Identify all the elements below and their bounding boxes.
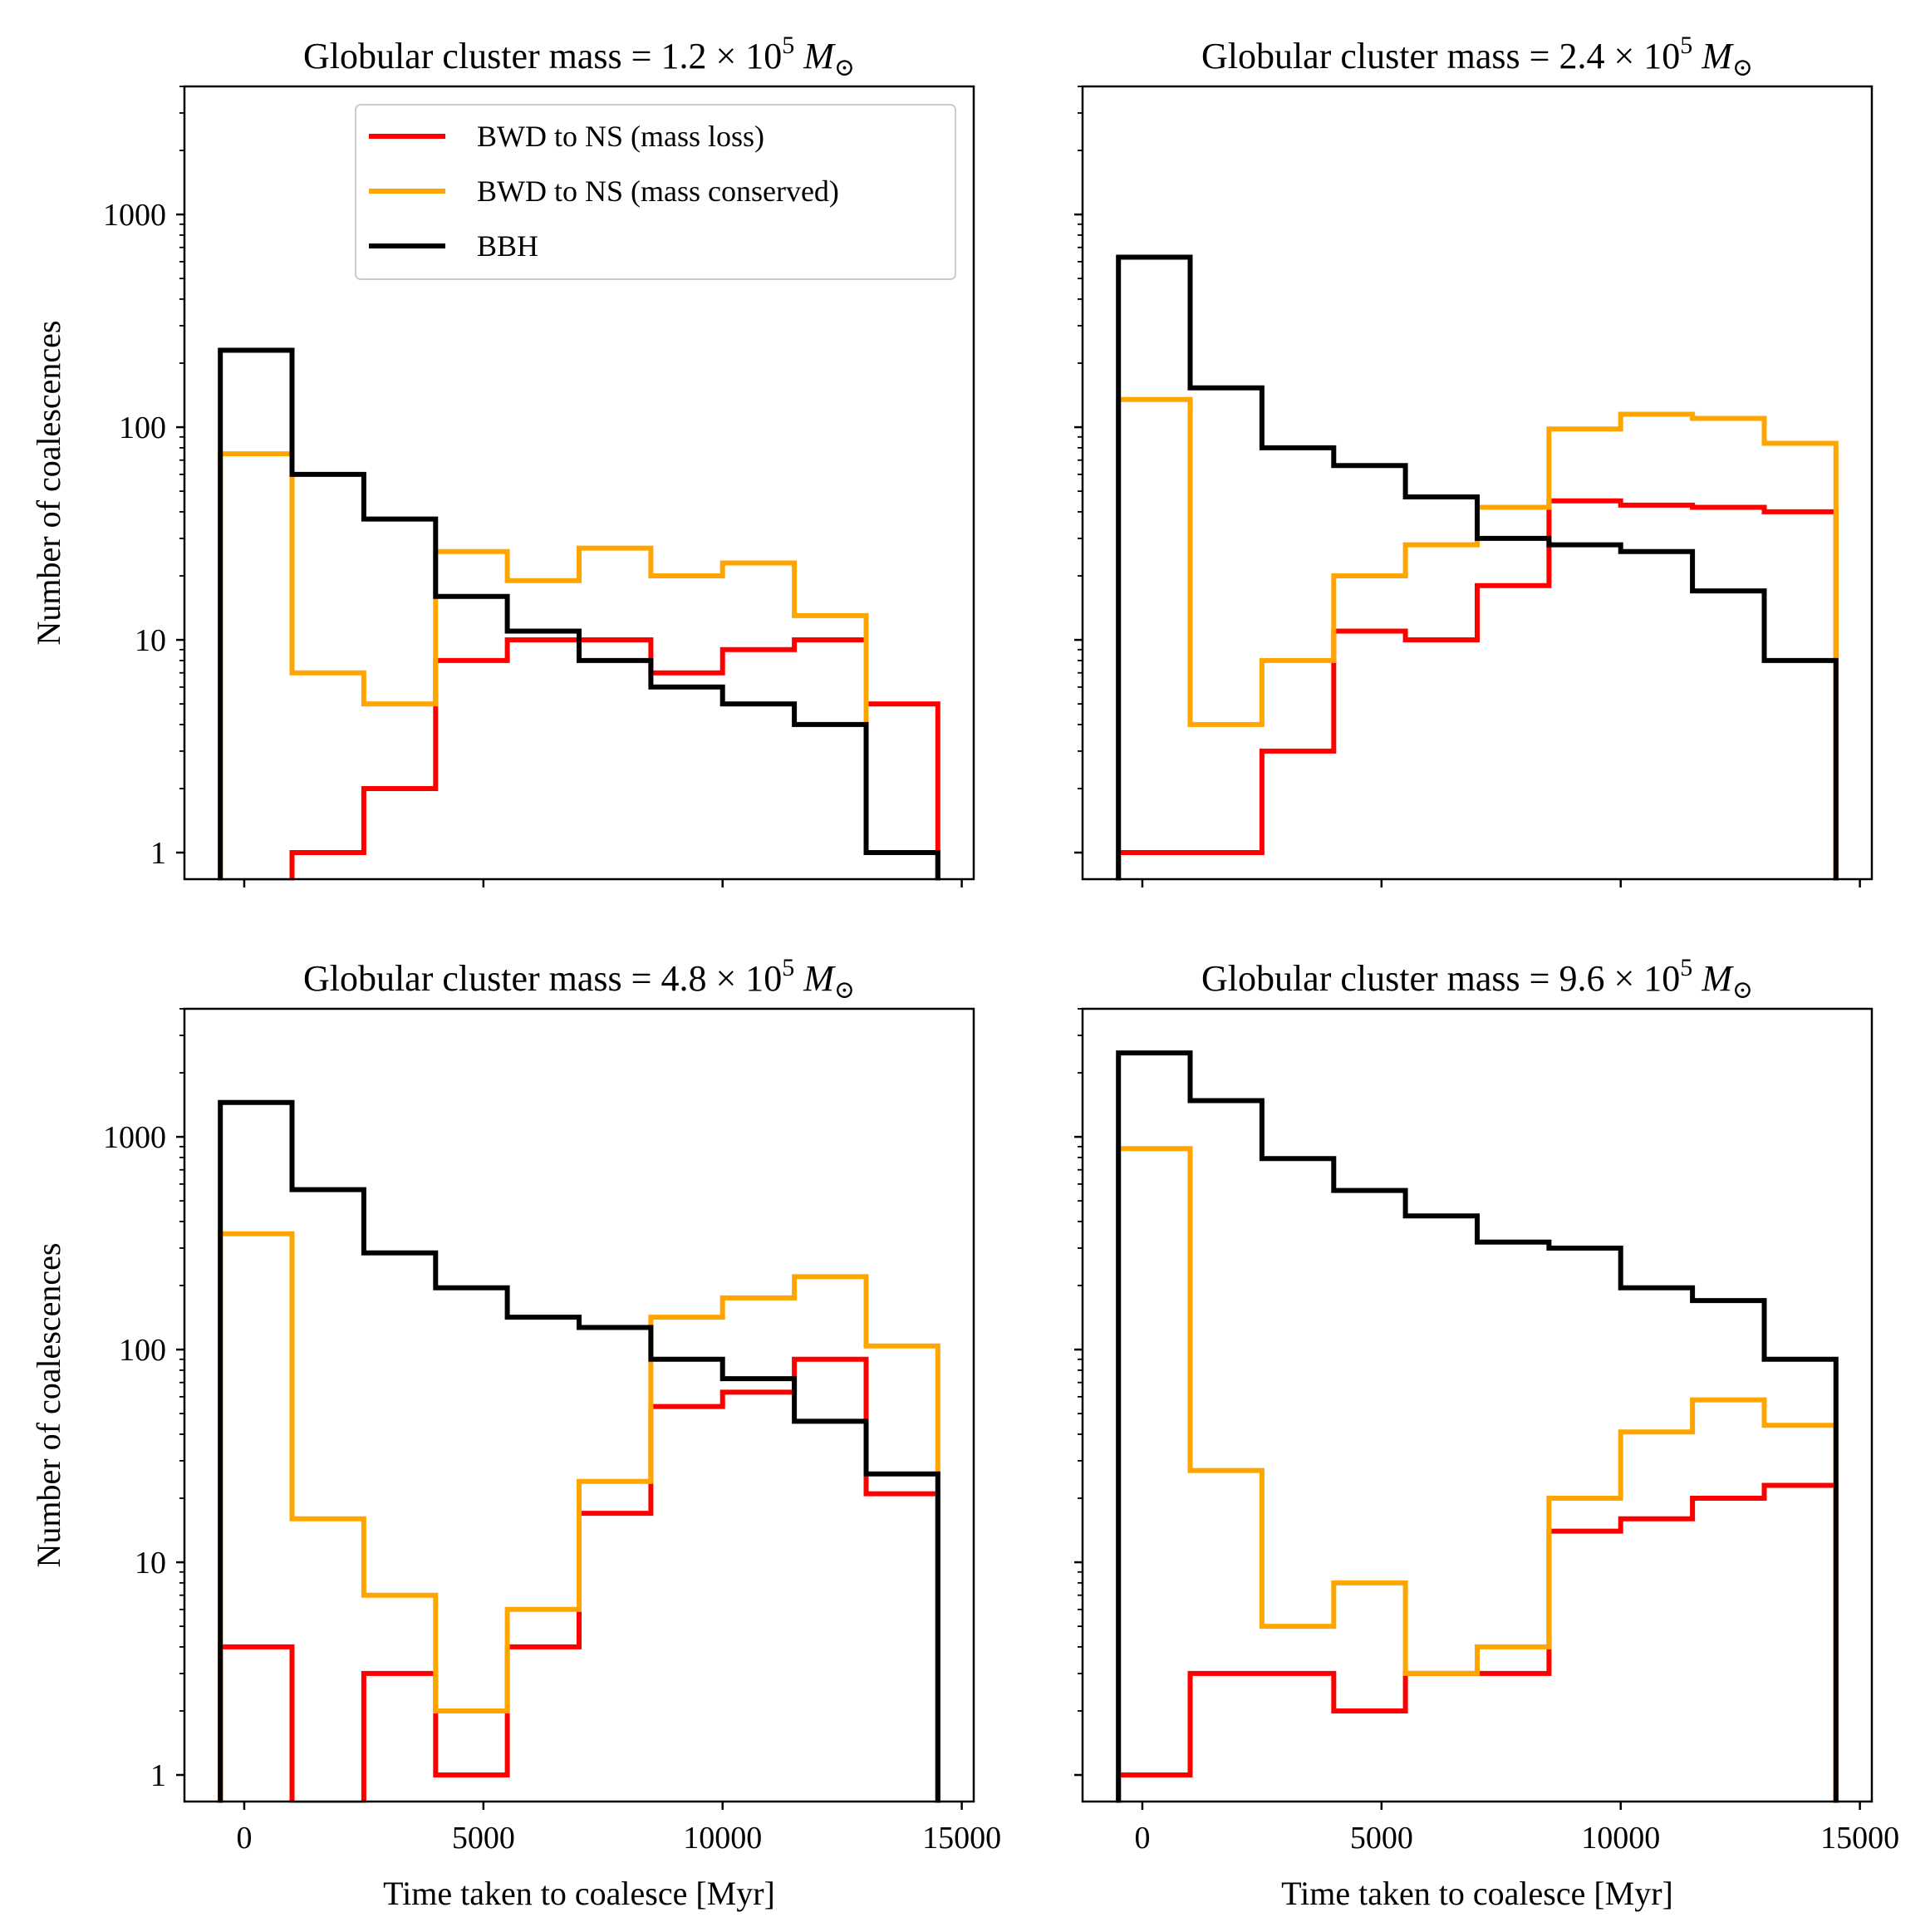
series-bwd-to-ns-mass-loss bbox=[1116, 1482, 1839, 1805]
y-tick-label: 100 bbox=[119, 410, 166, 445]
axis-mask bbox=[168, 880, 990, 891]
panel-title: Globular cluster mass = 2.4 × 105 M⊙ bbox=[1201, 32, 1753, 81]
series-bwd-to-ns-mass-loss bbox=[220, 637, 940, 885]
series-bbh bbox=[218, 347, 940, 882]
y-axis-label: Number of coalescences bbox=[30, 321, 67, 646]
plot-frame bbox=[1081, 1007, 1874, 1803]
panel-title-unit: M bbox=[794, 36, 836, 76]
series-step-line bbox=[1116, 498, 1839, 882]
y-tick-label: 10 bbox=[135, 1546, 166, 1581]
y-tick-label: 1000 bbox=[103, 198, 166, 233]
plot-frame bbox=[183, 85, 975, 881]
series-step-line bbox=[220, 637, 940, 885]
plot-frame bbox=[1081, 85, 1874, 881]
y-tick-label: 1 bbox=[150, 1758, 166, 1793]
legend-box bbox=[355, 104, 956, 280]
panel-1: Globular cluster mass = 1.2 × 105 M⊙ 1 10 1… bbox=[30, 32, 990, 891]
panel-title-unit-subscript: ⊙ bbox=[834, 54, 855, 81]
series-step-line bbox=[218, 451, 940, 882]
panel-title-unit-subscript: ⊙ bbox=[834, 976, 855, 1004]
panel-title: Globular cluster mass = 1.2 × 105 M⊙ bbox=[303, 32, 855, 81]
x-axis-label: Time taken to coalesce [Myr] bbox=[1281, 1875, 1673, 1912]
panel-title-unit: M bbox=[1692, 958, 1734, 999]
series-step-line bbox=[1116, 1050, 1839, 1805]
panel-title-exponent: 5 bbox=[782, 954, 794, 981]
legend-label: BWD to NS (mass conserved) bbox=[477, 175, 839, 208]
x-tick-label: 5000 bbox=[452, 1821, 515, 1856]
y-axis-label: Number of coalescences bbox=[30, 1243, 67, 1568]
y-tick-label: 1 bbox=[150, 836, 166, 871]
panel-title: Globular cluster mass = 9.6 × 105 M⊙ bbox=[1201, 954, 1753, 1004]
panel-2: Globular cluster mass = 2.4 × 105 M⊙ bbox=[1066, 32, 1888, 891]
panel-title-exponent: 5 bbox=[1680, 954, 1692, 981]
y-tick-label: 100 bbox=[119, 1333, 166, 1368]
series-bbh bbox=[218, 1099, 940, 1805]
legend-label: BWD to NS (mass loss) bbox=[477, 120, 764, 153]
panel-title-exponent: 5 bbox=[782, 32, 794, 59]
panel-title-unit: M bbox=[1692, 36, 1734, 76]
y-tick-label: 1000 bbox=[103, 1120, 166, 1155]
x-tick-label: 5000 bbox=[1350, 1821, 1413, 1856]
series-step-line bbox=[218, 1099, 940, 1805]
x-tick-label: 10000 bbox=[683, 1821, 762, 1856]
panel-title-unit-subscript: ⊙ bbox=[1732, 54, 1753, 81]
plot-frame bbox=[183, 1007, 975, 1803]
series-bwd-to-ns-mass-loss bbox=[1116, 498, 1839, 882]
panel-title-text: Globular cluster mass = 2.4 × 10 bbox=[1201, 36, 1680, 76]
panel-title-text: Globular cluster mass = 4.8 × 10 bbox=[303, 958, 782, 999]
axis-mask bbox=[1066, 880, 1888, 891]
panel-title-unit: M bbox=[794, 958, 836, 999]
axis-mask bbox=[1066, 1802, 1888, 1813]
series-step-line bbox=[218, 347, 940, 882]
panel-title-unit-subscript: ⊙ bbox=[1732, 976, 1753, 1004]
x-axis-label: Time taken to coalesce [Myr] bbox=[383, 1875, 775, 1912]
series-step-line bbox=[1116, 1146, 1839, 1805]
series-bbh bbox=[1116, 1050, 1839, 1805]
series-bwd-to-ns-mass-conserved bbox=[218, 1231, 940, 1805]
series-step-line bbox=[218, 1231, 940, 1805]
series-bbh bbox=[1116, 254, 1839, 882]
legend: BWD to NS (mass loss) BWD to NS (mass con… bbox=[355, 104, 956, 280]
panel-4: Globular cluster mass = 9.6 × 105 M⊙ 0 500… bbox=[1066, 954, 1899, 1912]
axis-mask bbox=[168, 1802, 990, 1813]
x-tick-label: 0 bbox=[236, 1821, 252, 1856]
panel-3: Globular cluster mass = 4.8 × 105 M⊙ 0 500… bbox=[30, 954, 1001, 1912]
panel-title-text: Globular cluster mass = 9.6 × 10 bbox=[1201, 958, 1680, 999]
panel-title: Globular cluster mass = 4.8 × 105 M⊙ bbox=[303, 954, 855, 1004]
x-tick-label: 0 bbox=[1134, 1821, 1150, 1856]
x-tick-label: 15000 bbox=[922, 1821, 1001, 1856]
panel-title-text: Globular cluster mass = 1.2 × 10 bbox=[303, 36, 782, 76]
panel-title-exponent: 5 bbox=[1680, 32, 1692, 59]
series-step-line bbox=[1116, 254, 1839, 882]
panels-container: Globular cluster mass = 1.2 × 105 M⊙1101… bbox=[30, 32, 1899, 1912]
series-step-line bbox=[1116, 1482, 1839, 1805]
x-tick-label: 15000 bbox=[1820, 1821, 1899, 1856]
legend-label: BBH bbox=[477, 229, 538, 263]
series-bwd-to-ns-mass-conserved bbox=[218, 451, 940, 882]
series-bwd-to-ns-mass-conserved bbox=[1116, 1146, 1839, 1805]
x-tick-label: 10000 bbox=[1581, 1821, 1660, 1856]
y-tick-label: 10 bbox=[135, 623, 166, 658]
